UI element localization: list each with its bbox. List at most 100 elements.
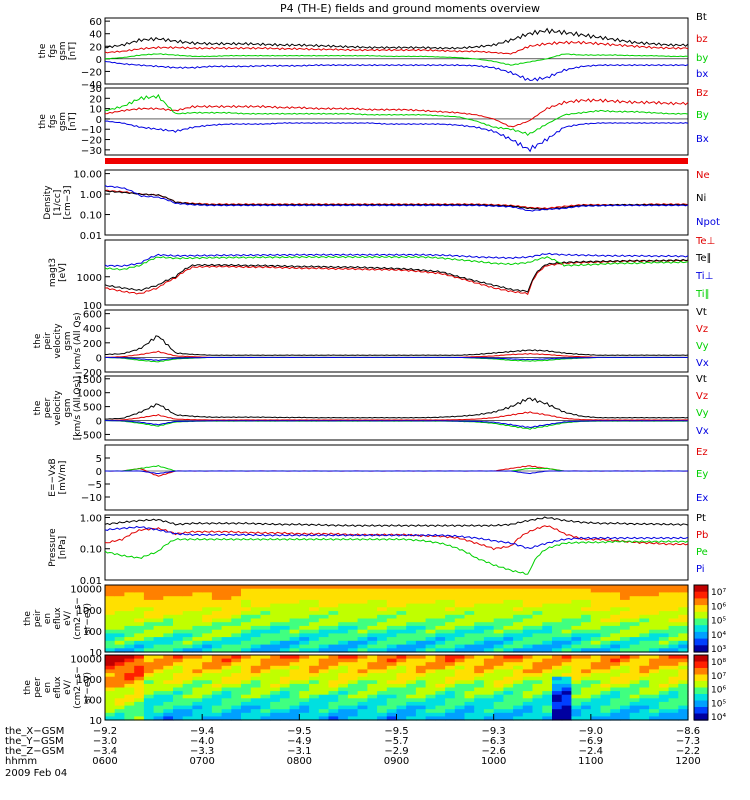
heatmap-cell xyxy=(678,712,689,717)
heatmap-cell xyxy=(581,585,592,590)
heatmap-cell xyxy=(493,592,504,597)
heatmap-cell xyxy=(649,588,660,593)
heatmap-cell xyxy=(260,585,271,590)
heatmap-cell xyxy=(454,683,466,689)
heatmap-cell xyxy=(464,585,475,590)
heatmap-cell xyxy=(182,596,193,601)
legend-by: by xyxy=(696,53,708,64)
heatmap-cell xyxy=(318,712,330,717)
colorbar-cell xyxy=(694,661,708,666)
heatmap-cell xyxy=(649,662,660,667)
heatmap-cell xyxy=(163,585,174,590)
heatmap-cell xyxy=(678,618,689,623)
heatmap-cell xyxy=(134,640,145,646)
heatmap-cell xyxy=(211,705,223,710)
heatmap-cell xyxy=(668,618,679,623)
heatmap-cell xyxy=(610,694,621,699)
heatmap-cell xyxy=(415,611,427,616)
heatmap-cell xyxy=(105,614,116,620)
heatmap-cell xyxy=(503,588,514,593)
heatmap-cell xyxy=(105,669,116,674)
heatmap-cell xyxy=(377,585,388,590)
heatmap-cell xyxy=(338,603,349,608)
heatmap-cell xyxy=(299,644,310,649)
heatmap-cell xyxy=(153,614,164,620)
heatmap-cell xyxy=(270,585,281,590)
heatmap-cell xyxy=(202,669,213,674)
heatmap-cell xyxy=(639,701,650,707)
heatmap-cell xyxy=(173,662,184,667)
heatmap-cell xyxy=(318,698,330,703)
heatmap-cell xyxy=(581,607,592,612)
heatmap-cell xyxy=(192,640,203,646)
panel-frame xyxy=(104,87,689,156)
heatmap-cell xyxy=(629,614,640,620)
y-tick-label: 10.00 xyxy=(73,170,102,181)
heatmap-cell xyxy=(552,683,563,689)
heatmap-cell xyxy=(668,698,679,703)
heatmap-cell xyxy=(231,607,242,612)
heatmap-cell xyxy=(425,596,436,601)
heatmap-cell xyxy=(454,691,466,696)
heatmap-cell xyxy=(513,640,524,646)
heatmap-cell xyxy=(105,618,116,623)
y-axis-label: the xyxy=(38,114,48,129)
heatmap-cell xyxy=(581,662,592,667)
heatmap-cell xyxy=(299,709,310,714)
heatmap-cell xyxy=(658,622,670,627)
y-axis-label: [mV/m] xyxy=(58,461,68,495)
heatmap-cell xyxy=(270,655,281,660)
heatmap-cell xyxy=(241,701,252,707)
heatmap-cell xyxy=(649,607,660,612)
heatmap-cell xyxy=(658,698,670,703)
heatmap-cell xyxy=(192,687,203,692)
colorbar-label: 10⁵ xyxy=(711,617,726,627)
x-row-label: the_X−GSM xyxy=(5,726,64,737)
heatmap-cell xyxy=(445,662,456,667)
heatmap-cell xyxy=(124,662,135,667)
heatmap-cell xyxy=(241,614,252,620)
heatmap-cell xyxy=(338,588,349,593)
heatmap-cell xyxy=(590,622,602,627)
heatmap-cell xyxy=(581,683,592,689)
y-tick-label: −10 xyxy=(81,125,102,136)
heatmap-cell xyxy=(231,687,242,692)
heatmap-cell xyxy=(357,716,368,721)
heatmap-cell xyxy=(454,694,466,699)
heatmap-cell xyxy=(270,665,281,670)
heatmap-cell xyxy=(571,694,582,699)
heatmap-cell xyxy=(221,658,232,663)
heatmap-cell xyxy=(668,655,679,660)
heatmap-cell xyxy=(367,633,378,638)
heatmap-cell xyxy=(610,637,621,642)
heatmap-cell xyxy=(299,640,310,646)
heatmap-cell xyxy=(386,611,398,616)
heatmap-cell xyxy=(415,655,427,660)
heatmap-cell xyxy=(143,603,155,608)
heatmap-cell xyxy=(483,596,495,601)
legend-Vy: Vy xyxy=(696,408,709,419)
colorbar-cell xyxy=(694,591,708,596)
heatmap-cell xyxy=(328,705,339,710)
y-tick-label: 1000 xyxy=(77,273,102,284)
heatmap-cell xyxy=(299,637,310,642)
heatmap-cell xyxy=(231,618,242,623)
heatmap-cell xyxy=(542,716,553,721)
heatmap-cell xyxy=(649,629,660,634)
heatmap-cell xyxy=(522,618,534,623)
heatmap-cell xyxy=(241,673,252,678)
heatmap-cell xyxy=(532,691,543,696)
heatmap-cell xyxy=(620,676,631,681)
heatmap-cell xyxy=(260,592,271,597)
panel-frame xyxy=(104,375,689,441)
heatmap-cell xyxy=(173,709,184,714)
x-tick-label: 1100 xyxy=(578,756,603,767)
heatmap-cell xyxy=(571,716,582,721)
heatmap-cell xyxy=(620,698,631,703)
heatmap-cell xyxy=(435,669,446,674)
heatmap-cell xyxy=(173,691,184,696)
series-line-Te⊥ xyxy=(104,259,689,296)
y-tick-label: 1000 xyxy=(77,675,102,686)
heatmap-cell xyxy=(406,644,417,649)
heatmap-cell xyxy=(445,669,456,674)
